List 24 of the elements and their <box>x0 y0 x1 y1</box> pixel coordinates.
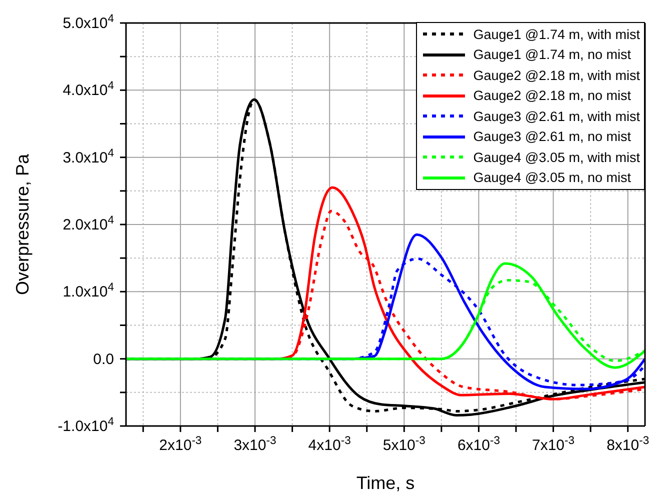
y-tick-label: 4.0x10$^{4}$ <box>62 80 114 100</box>
x-tick-label: 5x10$^{-3}$ <box>382 435 426 454</box>
x-tick-label: 4x10$^{-3}$ <box>308 435 351 454</box>
x-tick-label: 8x10$^{-3}$ <box>606 435 650 454</box>
legend-label: Gauge2 @2.18 m, no mist <box>473 88 631 104</box>
y-axis-title: Overpressure, Pa <box>12 152 32 296</box>
legend-label: Gauge1 @1.74 m, with mist <box>473 26 640 42</box>
y-tick-label: 1.0x10$^{4}$ <box>62 282 114 301</box>
x-tick-label: 6x10$^{-3}$ <box>457 435 500 454</box>
y-tick-label: 2.0x10$^{4}$ <box>62 214 114 234</box>
x-tick-label: 3x10$^{-3}$ <box>234 435 276 454</box>
y-tick-label: -1.0x10$^{4}$ <box>58 416 114 435</box>
y-tick-label: 0.0 <box>93 350 114 368</box>
y-tick-label: 3.0x10$^{4}$ <box>62 147 114 166</box>
legend-label: Gauge4 @3.05 m, with mist <box>473 150 640 165</box>
x-axis-title: Time, s <box>356 472 415 493</box>
x-tick-label: 2x10$^{-3}$ <box>159 435 202 454</box>
legend-label: Gauge1 @1.74 m, no mist <box>473 47 631 62</box>
legend-label: Gauge2 @2.18 m, with mist <box>473 68 640 83</box>
y-tick-label: 5.0x10$^{4}$ <box>62 13 114 32</box>
x-tick-label: 7x10$^{-3}$ <box>532 435 575 454</box>
legend-label: Gauge3 @2.61 m, with mist <box>473 108 640 124</box>
legend-label: Gauge3 @2.61 m, no mist <box>473 129 631 144</box>
legend-label: Gauge4 @3.05 m, no mist <box>473 170 631 186</box>
